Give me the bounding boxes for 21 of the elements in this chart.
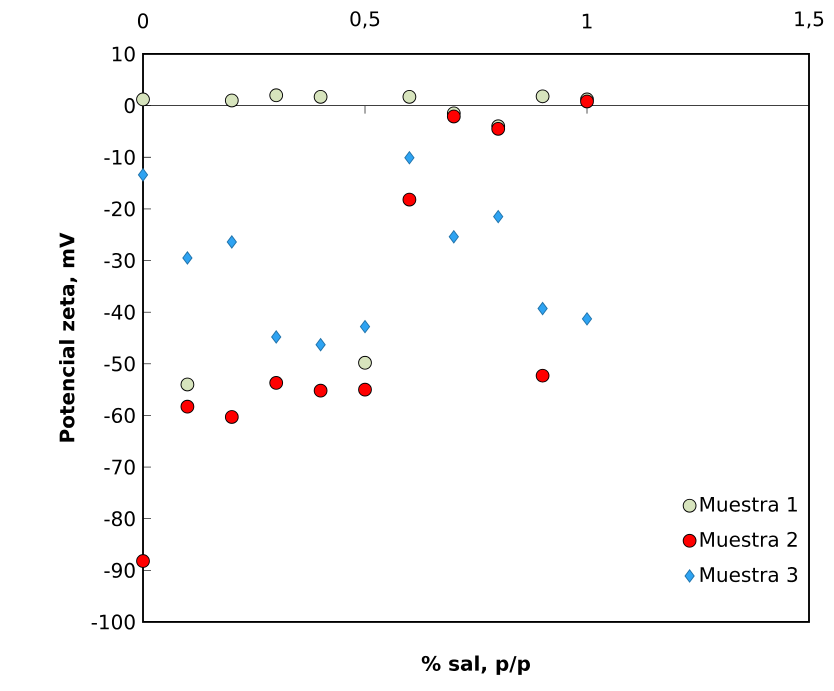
y-tick-label: -70	[104, 460, 135, 475]
x-tick-label: 1,5	[795, 11, 824, 28]
y-tick-label: 0	[124, 98, 135, 114]
y-tick-label: -100	[92, 614, 135, 630]
y-tick-label: -80	[104, 511, 135, 526]
y-tick-label: -30	[104, 252, 135, 268]
x-tick-label: 1	[582, 14, 592, 28]
legend-label: Muestra 1	[700, 496, 797, 512]
y-tick-label: -60	[104, 408, 135, 424]
y-tick-label: -90	[104, 562, 135, 578]
legend-label: Muestra 2	[700, 532, 797, 547]
y-tick-label: -40	[104, 304, 135, 320]
x-axis-title: % sal, p/p	[422, 655, 530, 675]
y-tick-label: 10	[112, 46, 135, 62]
x-tick-label: 0,5	[350, 11, 380, 28]
y-axis-title: Potencial zeta, mV	[59, 232, 78, 442]
x-tick-label: 0	[138, 13, 148, 28]
y-tick-label: -10	[104, 150, 135, 165]
y-tick-label: -50	[104, 356, 135, 372]
y-tick-label: -20	[104, 201, 135, 216]
legend-label: Muestra 3	[700, 567, 798, 582]
